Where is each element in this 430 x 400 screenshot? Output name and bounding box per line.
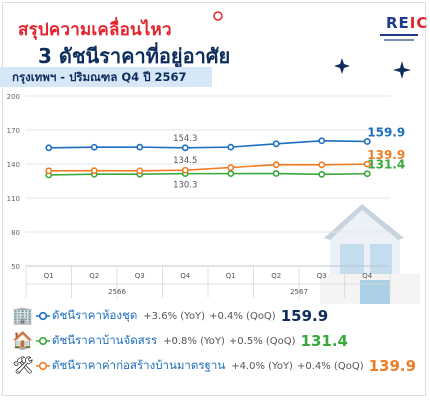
data-point-construction [318, 161, 326, 169]
data-label: 139.9 [367, 148, 405, 162]
data-point-condo [45, 144, 53, 152]
x-tick-label: Q4 [362, 272, 373, 280]
x-tick-label: Q4 [180, 272, 191, 280]
subtitle: กรุงเทพฯ - ปริมณฑล Q4 ปี 2567 [12, 70, 187, 84]
logo-mark: REIC [386, 14, 429, 32]
data-point-construction [227, 164, 235, 171]
sparkle-icon [393, 61, 411, 79]
data-point-single_house [363, 170, 371, 178]
legend-label: ดัชนีราคาบ้านจัดสรร [52, 333, 158, 347]
legend-row-construction: 🛠 ดัชนีราคาค่าก่อสร้างบ้านมาตรฐาน +4.0% … [10, 354, 416, 378]
x-tick-label: Q3 [317, 272, 327, 280]
legend-qoq: +0.4% (QoQ) [296, 360, 364, 372]
x-tick-label: Q1 [226, 272, 236, 280]
series-line-single_house [48, 172, 368, 176]
y-tick-label: 200 [7, 93, 20, 101]
data-point-condo [227, 143, 235, 151]
x-tick-label: Q2 [271, 272, 281, 280]
y-tick-label: 50 [11, 263, 20, 271]
data-point-construction [181, 166, 189, 174]
data-point-single_house [318, 170, 326, 178]
legend-qoq: +0.5% (QoQ) [228, 335, 296, 347]
line-chart: 50 80 110 140 170 200 Q1 Q2 Q3 Q4 Q1 Q2 Q3 Q4 2566 2567… [7, 93, 405, 298]
data-label: 159.9 [367, 125, 405, 139]
sparkle-icon [334, 58, 350, 74]
logo-rule [380, 34, 418, 36]
decorative-shapes [213, 11, 350, 74]
legend-yoy: +4.0% (YoY) [231, 360, 293, 372]
x-tick-label: Q1 [44, 272, 54, 280]
chart-axes: 50 80 110 140 170 200 Q1 Q2 Q3 Q4 Q1 Q2 Q3 Q4 2566 2567 [7, 93, 391, 298]
data-point-construction [363, 160, 371, 168]
data-point-construction [272, 161, 280, 169]
legend-yoy: +3.6% (YoY) [143, 310, 206, 322]
y-tick-label: 80 [11, 229, 20, 237]
chart-series [45, 137, 371, 179]
legend-marker [36, 336, 50, 346]
house-icon: 🏠 [12, 331, 34, 351]
house-illustration [320, 204, 420, 304]
legend-label: ดัชนีราคาห้องชุด [52, 308, 138, 322]
y-tick-label: 110 [7, 195, 20, 203]
data-point-single_house [227, 170, 235, 178]
reic-logo: REIC [378, 12, 427, 52]
legend-marker [36, 361, 50, 371]
y-tick-label: 140 [7, 161, 20, 169]
series-line-condo [48, 139, 368, 149]
title-line-2: 3 ดัชนีราคาที่อยู่อาศัย [38, 44, 231, 68]
condo-building-icon: 🏢 [12, 306, 34, 326]
data-label: 131.4 [367, 158, 405, 172]
x-tick-label: Q2 [89, 272, 99, 280]
x-group-label: 2566 [108, 288, 126, 296]
legend-value: 139.9 [368, 357, 417, 375]
legend-row-condo: 🏢 ดัชนีราคาห้องชุด +3.6% (YoY) +0.4% (Qo… [10, 304, 328, 328]
x-group-label: 2567 [290, 288, 308, 296]
data-point-condo [363, 138, 371, 145]
legend-label: ดัชนีราคาค่าก่อสร้างบ้านมาตรฐาน [52, 358, 226, 372]
title-line-1: สรุปความเคลื่อนไหว [18, 20, 172, 40]
data-label: 154.3 [173, 134, 197, 144]
legend-marker [36, 311, 50, 321]
legend-yoy: +0.8% (YoY) [163, 335, 225, 347]
data-point-condo [318, 137, 326, 145]
data-label: 130.3 [173, 181, 197, 191]
decorative-sparkle [393, 61, 411, 79]
series-line-construction [48, 163, 368, 172]
data-point-construction [136, 167, 144, 175]
data-point-condo [90, 143, 98, 151]
infographic-frame [2, 2, 426, 396]
data-label: 134.5 [173, 156, 197, 166]
data-point-condo [272, 140, 280, 148]
data-point-condo [136, 143, 144, 151]
data-point-construction [90, 167, 98, 175]
logo-rule-thin [384, 39, 414, 41]
y-tick-label: 170 [7, 127, 20, 135]
legend-value: 131.4 [300, 332, 348, 350]
legend-qoq: +0.4% (QoQ) [209, 310, 276, 322]
data-point-condo [181, 144, 189, 152]
chart-grid [26, 95, 390, 267]
deco-circle-icon [213, 11, 223, 21]
cement-mixer-icon: 🛠 [12, 356, 34, 376]
subtitle-bar [0, 67, 212, 87]
data-point-single_house [272, 170, 280, 177]
data-point-construction [45, 167, 53, 175]
legend-value: 159.9 [280, 307, 329, 325]
x-tick-label: Q3 [135, 272, 145, 280]
legend-row-single-house: 🏠 ดัชนีราคาบ้านจัดสรร +0.8% (YoY) +0.5% … [10, 329, 348, 353]
